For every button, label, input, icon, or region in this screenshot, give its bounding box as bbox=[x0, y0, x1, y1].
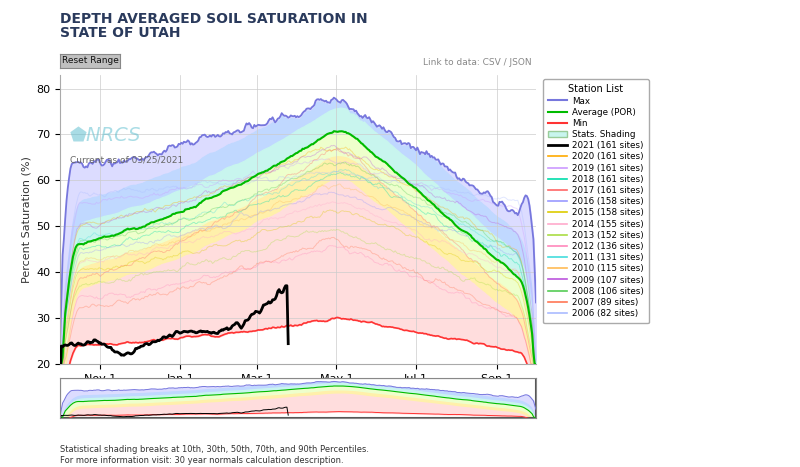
Text: Reset Range: Reset Range bbox=[62, 56, 118, 65]
Text: Link to data: CSV / JSON: Link to data: CSV / JSON bbox=[422, 58, 531, 68]
Legend: Max, Average (POR), Min, Stats. Shading, 2021 (161 sites), 2020 (161 sites), 201: Max, Average (POR), Min, Stats. Shading,… bbox=[542, 79, 649, 323]
Y-axis label: Percent Saturation (%): Percent Saturation (%) bbox=[22, 156, 32, 283]
Text: Statistical shading breaks at 10th, 30th, 50th, 70th, and 90th Percentiles.
For : Statistical shading breaks at 10th, 30th… bbox=[60, 445, 369, 465]
Text: ⬟NRCS: ⬟NRCS bbox=[70, 127, 141, 146]
Text: DEPTH AVERAGED SOIL SATURATION IN: DEPTH AVERAGED SOIL SATURATION IN bbox=[60, 12, 368, 26]
Text: Current as of 03/25/2021: Current as of 03/25/2021 bbox=[70, 156, 182, 165]
Text: STATE OF UTAH: STATE OF UTAH bbox=[60, 26, 181, 40]
